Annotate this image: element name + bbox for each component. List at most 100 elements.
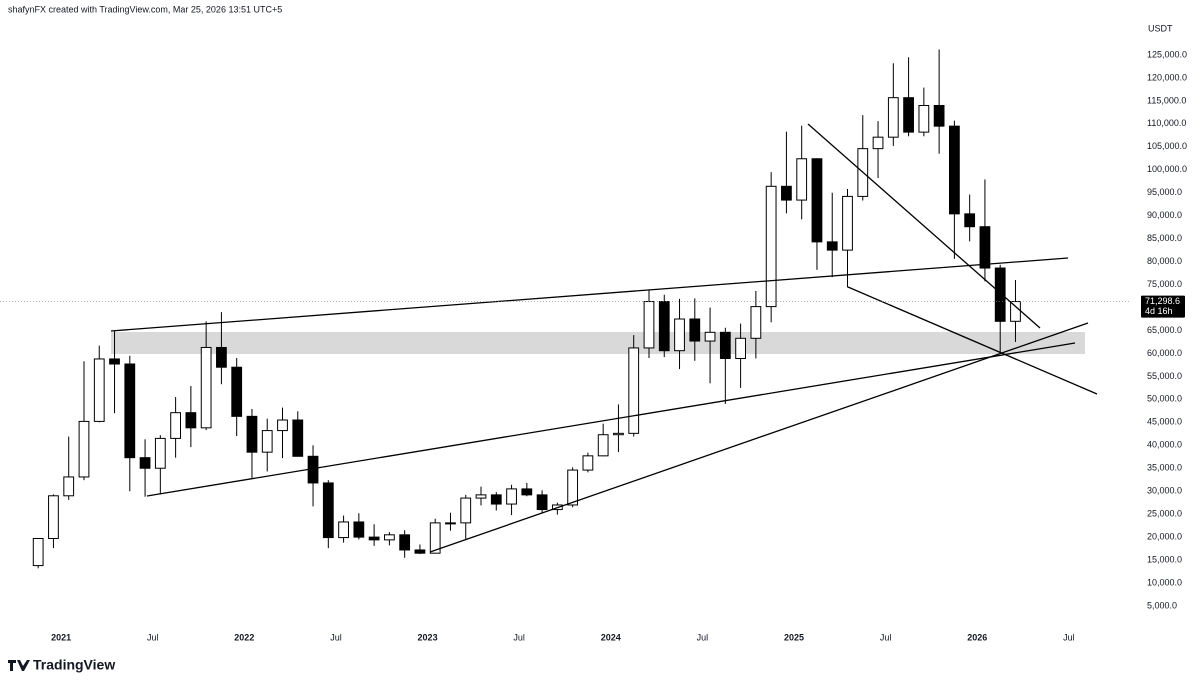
candle-body [154, 437, 166, 469]
y-tick-label: 100,000.0 [1147, 164, 1187, 174]
candle-body [292, 419, 304, 457]
last-price-label: 71,298.6 [1145, 296, 1180, 306]
trendline [110, 257, 1069, 332]
x-tick-label: Jul [513, 632, 525, 642]
y-tick-label: 25,000.0 [1147, 509, 1182, 519]
candle-body [78, 420, 90, 478]
y-tick-label: 45,000.0 [1147, 417, 1182, 427]
candle-body [261, 430, 273, 453]
candle-body [414, 549, 426, 554]
trendline [429, 322, 1089, 553]
trendline [847, 286, 1098, 395]
candle-body [384, 534, 395, 541]
logo-text: TradingView [33, 657, 115, 673]
candle-body [139, 457, 151, 469]
y-tick-label: 15,000.0 [1147, 554, 1182, 564]
y-tick-label: 110,000.0 [1147, 118, 1186, 128]
candle-body [536, 494, 548, 511]
x-tick-label: 2021 [51, 632, 71, 642]
candle-body [231, 366, 243, 417]
candle-body [903, 97, 914, 133]
x-tick-label: 2023 [418, 632, 438, 642]
y-tick-label: 105,000.0 [1147, 141, 1187, 151]
candle-body [964, 213, 976, 228]
candle-body [750, 306, 762, 339]
candle-body [63, 476, 75, 497]
candle-body [933, 104, 945, 127]
candle-body [704, 331, 716, 342]
candle-body [674, 318, 685, 352]
candle-body [170, 412, 181, 439]
x-tick-label: 2022 [234, 632, 254, 642]
candle-body [460, 497, 472, 524]
candle-body [1010, 301, 1021, 322]
candle-body [872, 136, 884, 150]
logo: TradingView [8, 657, 115, 673]
candle-body [368, 536, 380, 541]
candle-body [93, 358, 105, 422]
x-tick-label: Jul [880, 632, 892, 642]
candle-body [826, 241, 838, 251]
candle-body [719, 331, 731, 359]
x-tick-label: Jul [1063, 632, 1075, 642]
candle-body [582, 455, 594, 471]
trendlines [110, 123, 1098, 553]
candle-body [216, 346, 227, 368]
candle-body [246, 415, 258, 453]
candle-body [994, 267, 1006, 322]
support-zone [111, 332, 1085, 354]
candle-body [918, 104, 930, 133]
candle-body [429, 522, 441, 554]
candle-body [887, 97, 899, 138]
candle-body [399, 534, 411, 551]
y-tick-label: 80,000.0 [1147, 256, 1182, 266]
candle-body [796, 158, 808, 201]
candle-body [781, 185, 792, 201]
last-price-box [1141, 295, 1185, 318]
countdown: 4d 16h [1145, 306, 1173, 316]
candle-body [109, 358, 120, 365]
candles [32, 49, 1021, 569]
y-tick-label: 20,000.0 [1147, 531, 1182, 541]
candle-body [735, 337, 746, 359]
candle-body [32, 537, 44, 567]
y-tick-label: 115,000.0 [1147, 95, 1186, 105]
y-tick-label: 60,000.0 [1147, 348, 1182, 358]
y-tick-label: 50,000.0 [1147, 394, 1182, 404]
candle-body [613, 432, 624, 436]
candle-body [689, 318, 701, 342]
y-tick-label: 85,000.0 [1147, 233, 1182, 243]
candle-body [48, 495, 59, 539]
x-tick-label: Jul [147, 632, 159, 642]
candle-body [475, 494, 487, 499]
y-tick-label: 120,000.0 [1147, 72, 1187, 82]
candle-body [658, 301, 670, 352]
y-tick-label: 55,000.0 [1147, 371, 1182, 381]
y-tick-label: 95,000.0 [1147, 187, 1182, 197]
candle-body [811, 158, 823, 243]
x-tick-label: Jul [697, 632, 709, 642]
y-tick-label: 30,000.0 [1147, 486, 1182, 496]
candle-body [124, 363, 136, 459]
y-tick-label: 35,000.0 [1147, 463, 1182, 473]
trendline [146, 342, 1076, 497]
candle-body [445, 522, 456, 525]
candle-body [277, 419, 288, 432]
candle-body [567, 469, 579, 506]
x-tick-label: 2024 [601, 632, 621, 642]
candle-body [353, 521, 365, 538]
x-tick-label: 2025 [784, 632, 804, 642]
y-tick-label: 5,000.0 [1147, 600, 1177, 610]
y-tick-label: 75,000.0 [1147, 279, 1182, 289]
x-tick-label: Jul [330, 632, 342, 642]
header: shafynFX created with TradingView.com, M… [8, 4, 282, 14]
y-tick-label: 125,000.0 [1147, 49, 1187, 59]
logo-mark [8, 660, 30, 671]
candle-body [597, 434, 609, 457]
candle-body [506, 488, 517, 505]
x-tick-label: 2026 [967, 632, 987, 642]
candle-body [322, 482, 334, 539]
candle-body [949, 125, 960, 215]
y-tick-label: 40,000.0 [1147, 440, 1182, 450]
